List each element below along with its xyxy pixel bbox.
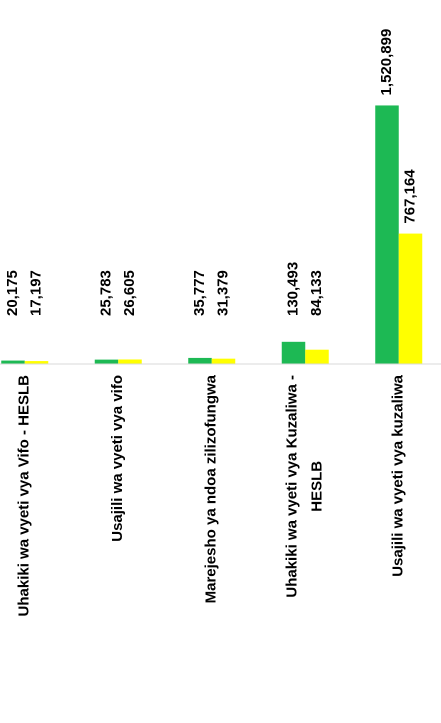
bar	[375, 105, 399, 364]
x-tick-label: Marejesho ya ndoa zilizofungwa	[203, 374, 220, 603]
bar	[305, 349, 329, 364]
bar	[281, 341, 306, 364]
bar	[188, 357, 212, 364]
data-label: 25,783	[97, 270, 114, 316]
data-label: 767,164	[401, 169, 418, 224]
x-tick-label: Usajili wa vyeti vya kuzaliwa	[390, 374, 407, 576]
bar	[211, 358, 236, 364]
data-label: 17,197	[27, 270, 44, 316]
data-label: 130,493	[284, 262, 301, 316]
data-label: 20,175	[4, 270, 21, 316]
data-label: 1,520,899	[378, 29, 395, 96]
x-tick-label: Usajili wa vyeti vya vifo	[109, 375, 126, 542]
x-tick-label: HESLB	[309, 461, 326, 512]
data-label: 35,777	[191, 270, 208, 316]
bar	[398, 233, 423, 364]
bar	[94, 359, 119, 364]
x-tick-label: Uhakiki wa vyeti vya Vifo - HESLB	[16, 375, 33, 617]
bar	[118, 359, 142, 364]
x-tick-label: Uhakiki wa vyeti vya Kuzaliwa -	[284, 375, 301, 598]
data-label: 26,605	[121, 270, 138, 316]
data-label: 31,379	[214, 270, 231, 316]
bar	[1, 360, 25, 364]
bar	[24, 361, 49, 364]
data-label: 84,133	[308, 270, 325, 316]
